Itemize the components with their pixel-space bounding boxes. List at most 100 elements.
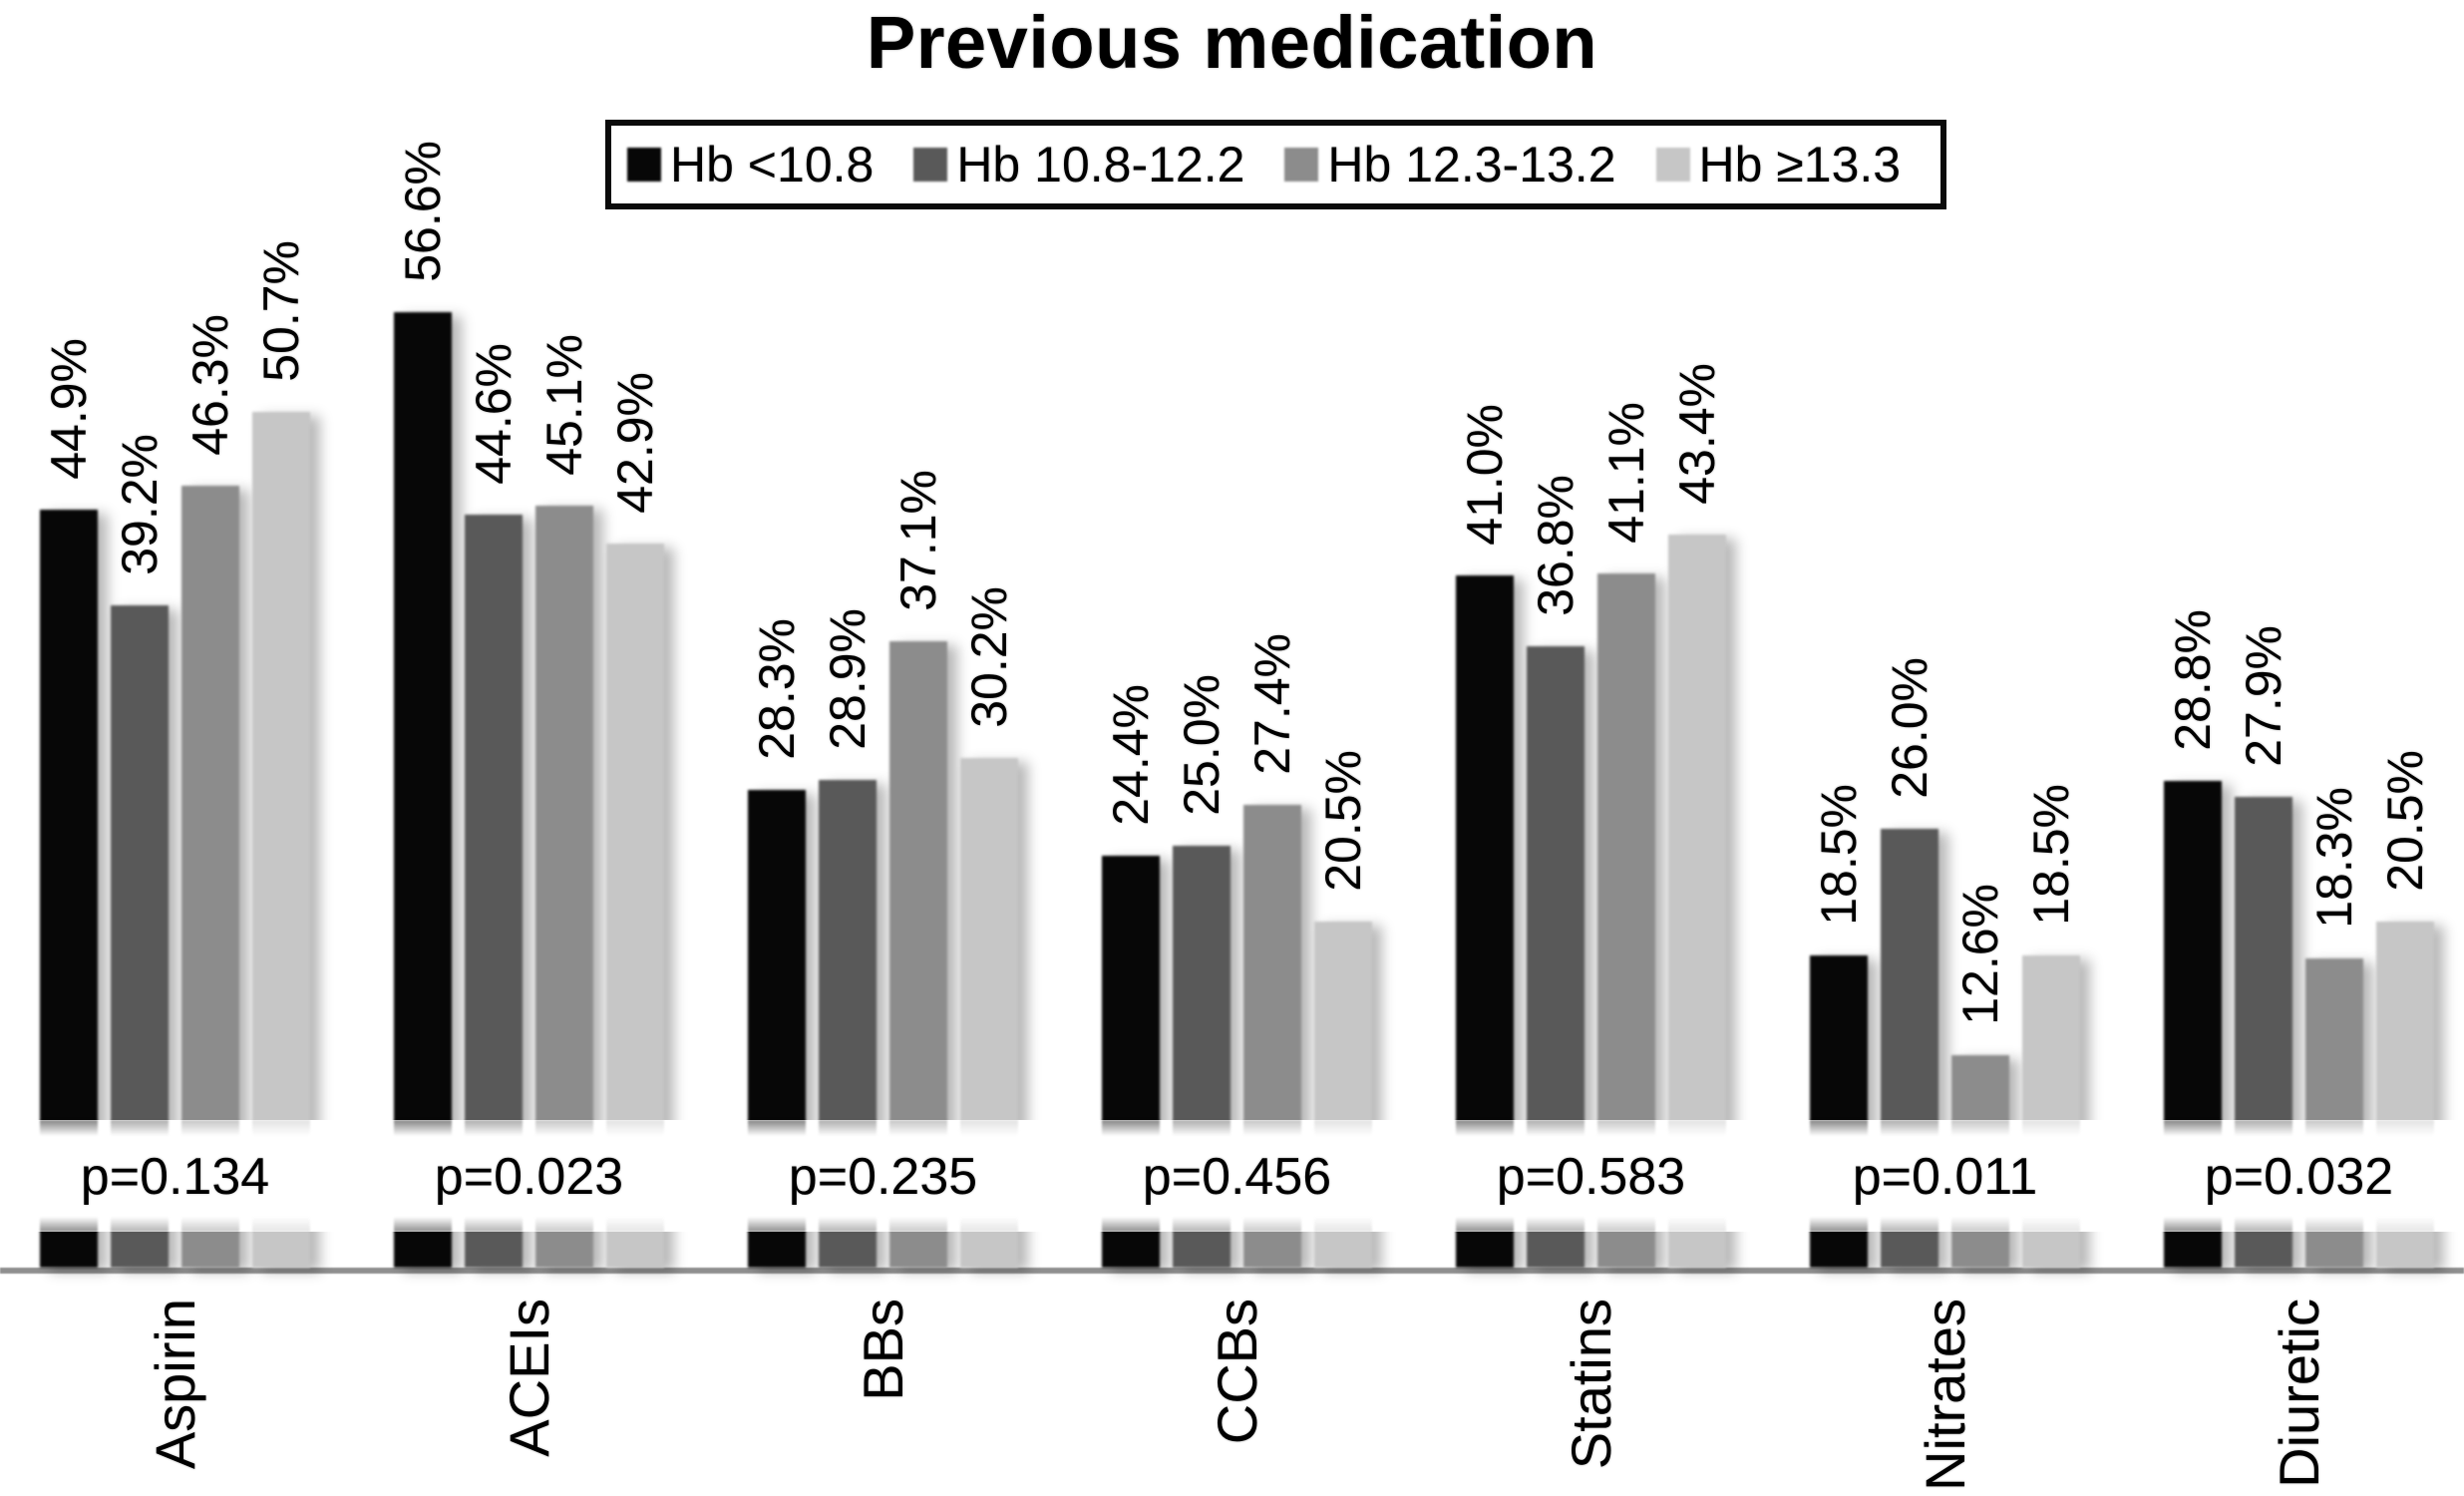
bar-cut-fade-bottom: [2022, 1217, 2080, 1232]
bar-value-label: 45.1%: [536, 334, 592, 476]
bar-cut-fade-top: [1810, 1120, 1868, 1136]
bar-cut-fade-bottom: [819, 1217, 877, 1232]
bar-cut-fade-top: [819, 1120, 877, 1136]
bar-value-label: 27.9%: [2236, 625, 2291, 767]
bar-cut-fade-bottom: [1810, 1217, 1868, 1232]
x-axis-line: [0, 1268, 2464, 1274]
category-label: Nitrates: [1913, 1299, 1976, 1491]
bar-cut-fade-bottom: [2305, 1217, 2363, 1232]
bar-value-label: 18.5%: [1811, 784, 1867, 926]
bar-cut-fade-top: [465, 1120, 523, 1136]
category-label: Diuretic: [2267, 1299, 2330, 1488]
bar-cut-fade-top: [1173, 1120, 1231, 1136]
legend: Hb <10.8 Hb 10.8-12.2 Hb 12.3-13.2 Hb ≥13.3: [605, 120, 1946, 209]
category-label: Aspirin: [143, 1299, 206, 1470]
bar-value-label: 20.5%: [2377, 750, 2433, 892]
bar-value-label: 37.1%: [890, 470, 946, 611]
p-value-label: p=0.456: [1142, 1148, 1332, 1206]
category-label: BBs: [851, 1299, 914, 1401]
bar-value-label: 26.0%: [1882, 657, 1937, 799]
bar: [394, 312, 452, 1268]
bar-cut-fade-top: [1314, 1120, 1372, 1136]
bar-cut-fade-bottom: [465, 1217, 523, 1232]
bar-cut-fade-bottom: [1243, 1217, 1301, 1232]
bar-cut-fade-bottom: [1951, 1217, 2009, 1232]
bar-value-label: 30.2%: [961, 586, 1017, 728]
bar-cut-fade-top: [535, 1120, 593, 1136]
bar-value-label: 46.3%: [182, 314, 238, 456]
bar-value-label: 18.5%: [2023, 784, 2079, 926]
bar-value-label: 28.8%: [2165, 609, 2221, 751]
bar-value-label: 28.9%: [820, 608, 876, 750]
bar-cut-fade-bottom: [1314, 1217, 1372, 1232]
bar-value-label: 44.6%: [466, 343, 522, 485]
bar-cut-fade-bottom: [2164, 1217, 2222, 1232]
bar-value-label: 28.3%: [749, 618, 805, 760]
bar-value-label: 12.6%: [1952, 884, 2008, 1025]
bar-cut-fade-top: [1668, 1120, 1726, 1136]
category-label: CCBs: [1205, 1299, 1268, 1445]
legend-item: Hb <10.8: [627, 136, 874, 193]
bar-cut-fade-top: [1102, 1120, 1160, 1136]
legend-swatch: [913, 148, 948, 182]
p-value-label: p=0.011: [1852, 1148, 2038, 1206]
bar-cut-fade-bottom: [1527, 1217, 1584, 1232]
bar-cut-fade-top: [1597, 1120, 1655, 1136]
legend-swatch: [627, 148, 661, 182]
bar-value-label: 24.4%: [1103, 684, 1159, 826]
legend-item-label: Hb <10.8: [670, 137, 875, 192]
p-value-label: p=0.583: [1496, 1148, 1686, 1206]
category-label: Statins: [1559, 1299, 1622, 1470]
bar-cut-fade-top: [2376, 1120, 2434, 1136]
bar-cut-fade-top: [889, 1120, 947, 1136]
bar-cut-fade-top: [2022, 1120, 2080, 1136]
chart-title: Previous medication: [866, 1, 1598, 84]
p-value-label: p=0.023: [434, 1148, 624, 1206]
legend-item: Hb ≥13.3: [1655, 136, 1902, 193]
bar-value-label: 36.8%: [1528, 475, 1584, 616]
legend-item-label: Hb 12.3-13.2: [1327, 137, 1616, 192]
legend-item-label: Hb ≥13.3: [1698, 137, 1902, 192]
bar-cut-fade-top: [40, 1120, 98, 1136]
bar-cut-fade-bottom: [394, 1217, 452, 1232]
bar-cut-fade-top: [2305, 1120, 2363, 1136]
bar-cut-fade-top: [181, 1120, 239, 1136]
legend-swatch: [1284, 148, 1319, 182]
bar-cut-fade-bottom: [2235, 1217, 2292, 1232]
legend-item: Hb 10.8-12.2: [913, 136, 1244, 193]
bar-cut-fade-bottom: [535, 1217, 593, 1232]
bar-cut-fade-top: [2235, 1120, 2292, 1136]
bar-cut-fade-top: [394, 1120, 452, 1136]
bar-cut-fade-bottom: [1668, 1217, 1726, 1232]
bar-cut-fade-bottom: [2376, 1217, 2434, 1232]
bar-value-label: 25.0%: [1174, 674, 1230, 816]
bar-value-label: 50.7%: [253, 240, 309, 382]
bar-cut-fade-bottom: [252, 1217, 310, 1232]
bar-cut-fade-bottom: [960, 1217, 1018, 1232]
bar-cut-fade-bottom: [1597, 1217, 1655, 1232]
bar-value-label: 42.9%: [607, 372, 663, 514]
bar-cut-fade-top: [748, 1120, 806, 1136]
bar-cut-fade-bottom: [889, 1217, 947, 1232]
bar-cut-fade-top: [960, 1120, 1018, 1136]
axis-break-band: [0, 1120, 2464, 1232]
bar-cut-fade-top: [111, 1120, 169, 1136]
bar-cut-fade-top: [1881, 1120, 1938, 1136]
bar-cut-fade-bottom: [1102, 1217, 1160, 1232]
p-value-label: p=0.134: [80, 1148, 270, 1206]
bar-cut-fade-top: [1951, 1120, 2009, 1136]
bar-cut-fade-top: [2164, 1120, 2222, 1136]
bar-cut-fade-bottom: [748, 1217, 806, 1232]
bar-value-label: 41.0%: [1457, 404, 1513, 546]
bar-cut-fade-bottom: [181, 1217, 239, 1232]
bar-cut-fade-bottom: [40, 1217, 98, 1232]
bar-cut-fade-top: [1527, 1120, 1584, 1136]
bar-cut-fade-top: [252, 1120, 310, 1136]
bar-cut-fade-top: [1456, 1120, 1514, 1136]
bar-value-label: 18.3%: [2306, 787, 2362, 929]
bar-cut-fade-top: [606, 1120, 664, 1136]
bar-value-label: 20.5%: [1315, 750, 1371, 892]
bar-cut-fade-bottom: [1456, 1217, 1514, 1232]
bar-value-label: 56.6%: [395, 141, 451, 282]
